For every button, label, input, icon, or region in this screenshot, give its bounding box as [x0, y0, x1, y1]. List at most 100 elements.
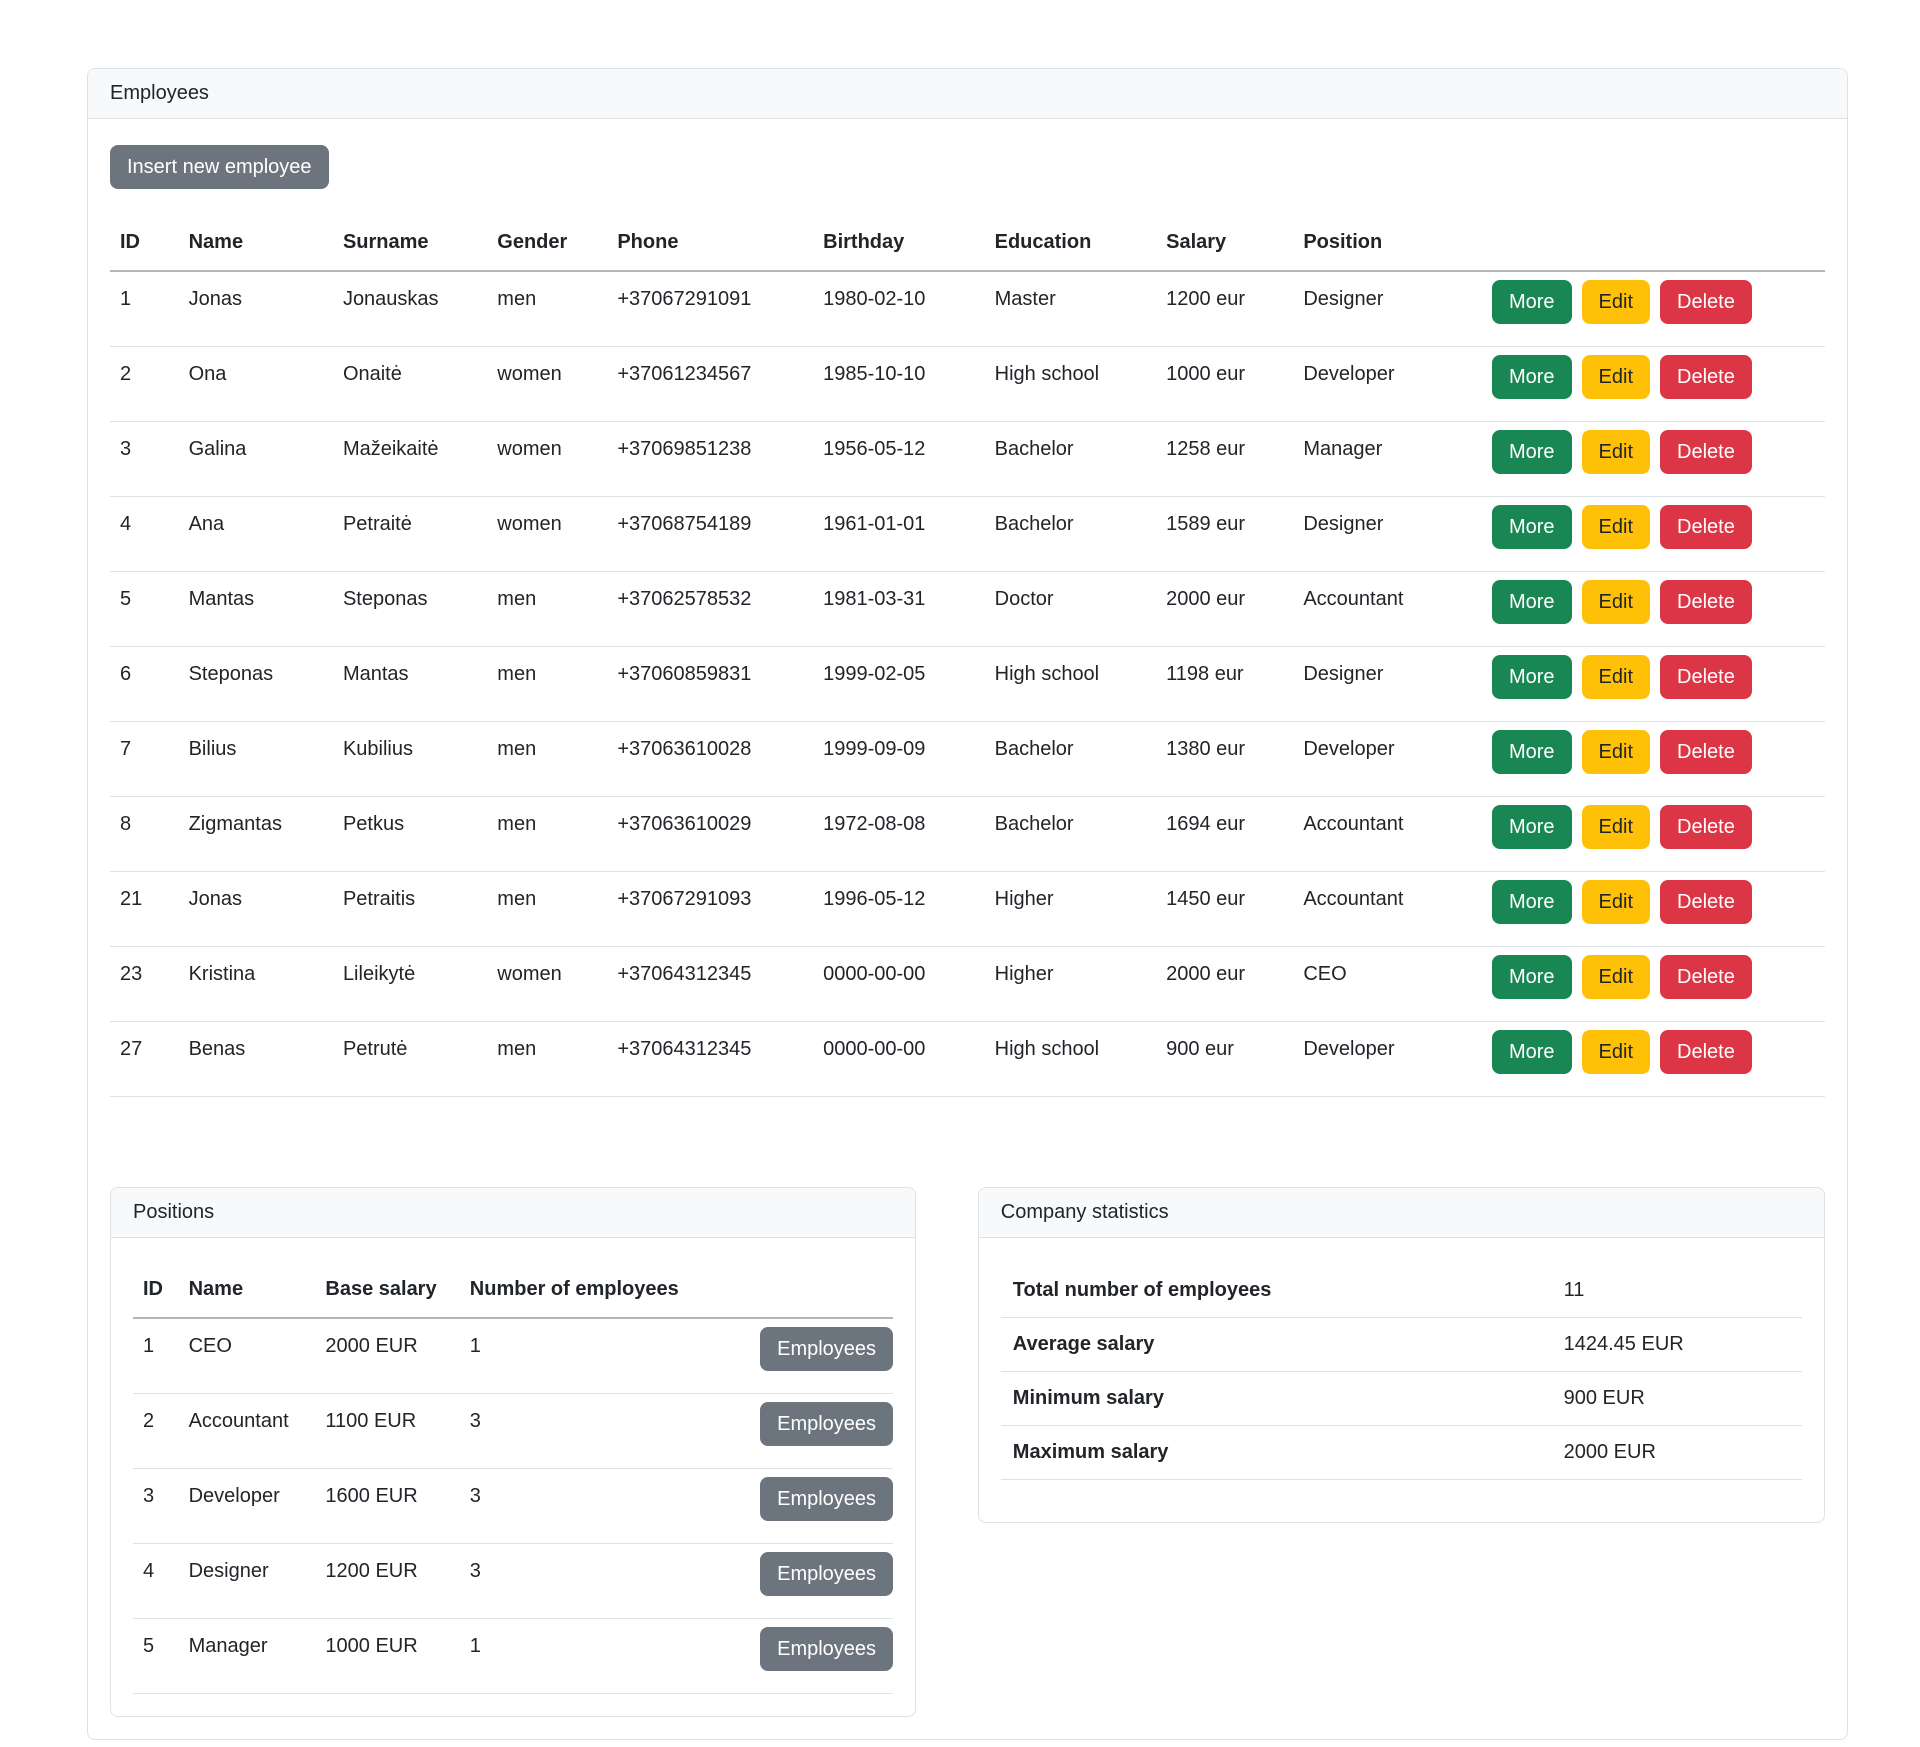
cell-phone: +37061234567 [607, 346, 814, 422]
cell-salary: 2000 eur [1156, 946, 1294, 1022]
employee-row: 3 Galina Mažeikaitė women +37069851238 1… [110, 421, 1825, 497]
positions-card-body: ID Name Base salary Number of employees … [111, 1238, 915, 1716]
positions-card-header: Positions [111, 1188, 916, 1238]
more-button[interactable]: More [1491, 505, 1572, 549]
col-header-salary: Salary [1156, 217, 1294, 272]
more-button[interactable]: More [1491, 280, 1572, 324]
cell-phone: +37060859831 [607, 646, 814, 722]
edit-button[interactable]: Edit [1581, 280, 1650, 324]
col-header-id: ID [110, 217, 179, 272]
cell-position-actions: Employees [748, 1318, 894, 1394]
company-statistics-body: Total number of employees 11 Average sal… [979, 1238, 1824, 1522]
delete-button[interactable]: Delete [1660, 280, 1752, 324]
cell-id: 27 [110, 1021, 179, 1097]
cell-surname: Petraitis [332, 871, 488, 947]
cell-gender: women [487, 346, 608, 422]
insert-new-employee-button[interactable]: Insert new employee [110, 145, 329, 189]
cell-actions: More Edit Delete [1481, 646, 1825, 722]
cell-salary: 1589 eur [1156, 496, 1294, 572]
cell-phone: +37067291091 [607, 271, 814, 347]
stat-label-maximum-salary: Maximum salary [1000, 1425, 1554, 1480]
position-row: 1 CEO 2000 EUR 1 Employees [133, 1318, 894, 1394]
more-button[interactable]: More [1491, 1030, 1572, 1074]
col-header-position-name: Name [178, 1264, 316, 1319]
cell-name: Jonas [178, 871, 333, 947]
cell-birthday: 0000-00-00 [813, 1021, 985, 1097]
cell-number-of-employees: 1 [459, 1318, 749, 1394]
cell-position: Accountant [1293, 871, 1482, 947]
col-header-number-of-employees: Number of employees [459, 1264, 749, 1319]
employees-button[interactable]: Employees [760, 1552, 894, 1596]
more-button[interactable]: More [1491, 430, 1572, 474]
cell-phone: +37067291093 [607, 871, 814, 947]
edit-button[interactable]: Edit [1581, 430, 1650, 474]
col-header-surname: Surname [332, 217, 488, 272]
cell-surname: Petkus [332, 796, 488, 872]
more-button[interactable]: More [1491, 805, 1572, 849]
delete-button[interactable]: Delete [1660, 1030, 1752, 1074]
cell-birthday: 1981-03-31 [813, 571, 985, 647]
position-row: 2 Accountant 1100 EUR 3 Employees [133, 1393, 894, 1469]
delete-button[interactable]: Delete [1660, 730, 1752, 774]
more-button[interactable]: More [1491, 655, 1572, 699]
delete-button[interactable]: Delete [1660, 430, 1752, 474]
delete-button[interactable]: Delete [1660, 880, 1752, 924]
cell-number-of-employees: 3 [459, 1393, 749, 1469]
employees-button[interactable]: Employees [760, 1627, 894, 1671]
cell-birthday: 0000-00-00 [813, 946, 985, 1022]
stat-value-minimum-salary: 900 EUR [1553, 1371, 1802, 1426]
cell-position: Accountant [1293, 571, 1482, 647]
cell-position: Designer [1293, 496, 1482, 572]
employee-row: 7 Bilius Kubilius men +37063610028 1999-… [110, 721, 1825, 797]
cell-id: 4 [110, 496, 179, 572]
more-button[interactable]: More [1491, 880, 1572, 924]
cell-surname: Mantas [332, 646, 488, 722]
edit-button[interactable]: Edit [1581, 730, 1650, 774]
edit-button[interactable]: Edit [1581, 880, 1650, 924]
more-button[interactable]: More [1491, 955, 1572, 999]
delete-button[interactable]: Delete [1660, 355, 1752, 399]
cell-position-actions: Employees [748, 1393, 894, 1469]
more-button[interactable]: More [1491, 355, 1572, 399]
edit-button[interactable]: Edit [1581, 355, 1650, 399]
col-header-position: Position [1293, 217, 1482, 272]
edit-button[interactable]: Edit [1581, 655, 1650, 699]
employees-card-body: Insert new employee ID Name Surname Gend… [88, 119, 1847, 1739]
edit-button[interactable]: Edit [1581, 955, 1650, 999]
edit-button[interactable]: Edit [1581, 580, 1650, 624]
delete-button[interactable]: Delete [1660, 655, 1752, 699]
cell-number-of-employees: 3 [459, 1468, 749, 1544]
cell-education: High school [984, 346, 1157, 422]
edit-button[interactable]: Edit [1581, 1030, 1650, 1074]
employees-button[interactable]: Employees [760, 1327, 894, 1371]
cell-position-id: 5 [133, 1618, 179, 1694]
company-statistics-header: Company statistics [978, 1188, 1824, 1238]
cell-position: Accountant [1293, 796, 1482, 872]
delete-button[interactable]: Delete [1660, 805, 1752, 849]
cell-gender: women [487, 421, 608, 497]
employees-button[interactable]: Employees [760, 1402, 894, 1446]
cell-birthday: 1956-05-12 [813, 421, 985, 497]
cell-gender: men [487, 721, 608, 797]
employee-row: 27 Benas Petrutė men +37064312345 0000-0… [110, 1021, 1825, 1097]
delete-button[interactable]: Delete [1660, 505, 1752, 549]
delete-button[interactable]: Delete [1660, 955, 1752, 999]
more-button[interactable]: More [1491, 730, 1572, 774]
cell-name: Ona [178, 346, 333, 422]
employees-button[interactable]: Employees [760, 1477, 894, 1521]
cell-name: Jonas [178, 271, 333, 347]
cell-birthday: 1985-10-10 [813, 346, 985, 422]
col-header-name: Name [178, 217, 333, 272]
cell-salary: 1000 eur [1156, 346, 1294, 422]
edit-button[interactable]: Edit [1581, 805, 1650, 849]
cell-name: Kristina [178, 946, 333, 1022]
position-row: 3 Developer 1600 EUR 3 Employees [133, 1468, 894, 1544]
more-button[interactable]: More [1491, 580, 1572, 624]
cell-surname: Petrutė [332, 1021, 488, 1097]
edit-button[interactable]: Edit [1581, 505, 1650, 549]
cell-position-id: 4 [133, 1543, 179, 1619]
cell-gender: women [487, 496, 608, 572]
stat-label-minimum-salary: Minimum salary [1000, 1371, 1554, 1426]
cell-id: 2 [110, 346, 179, 422]
delete-button[interactable]: Delete [1660, 580, 1752, 624]
